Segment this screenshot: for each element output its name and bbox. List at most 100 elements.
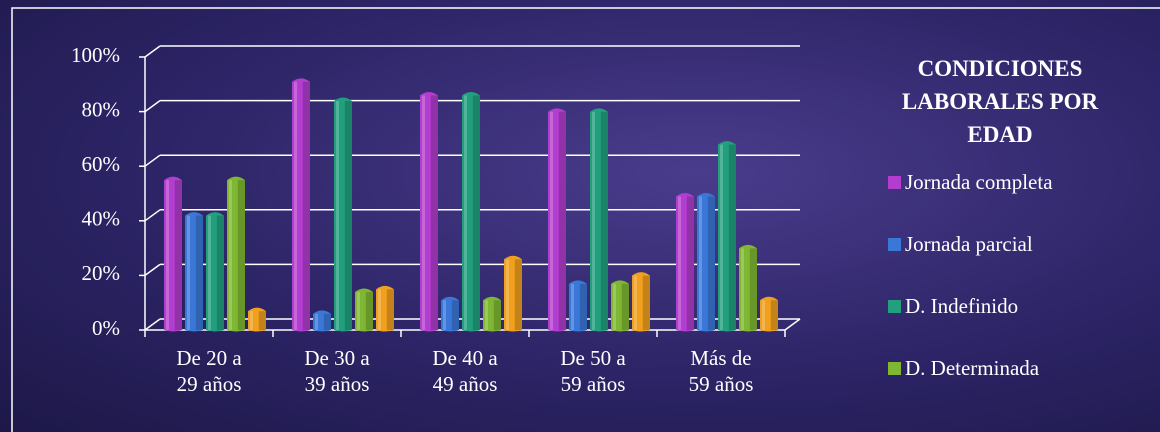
bar-highlight — [208, 215, 211, 330]
bar-highlight — [506, 259, 509, 330]
bar-shade — [365, 292, 373, 330]
legend-entry: D. Indefinido — [888, 294, 1018, 319]
grid-line — [144, 263, 161, 277]
y-tick-label: 0% — [92, 316, 120, 340]
legend-label: Jornada parcial — [905, 232, 1033, 256]
bar-highlight — [720, 144, 723, 330]
bar-highlight — [485, 300, 488, 330]
bar — [483, 296, 501, 332]
bar-shade — [728, 144, 736, 330]
bar — [718, 141, 736, 332]
bar-highlight — [336, 100, 339, 330]
bar — [185, 212, 203, 332]
bar-shade — [493, 300, 501, 330]
bar-highlight — [229, 180, 232, 330]
grid-line — [144, 318, 161, 331]
bar-highlight — [678, 196, 681, 330]
bar — [313, 310, 331, 332]
bar-shade — [579, 283, 587, 330]
bar-shade — [430, 95, 438, 331]
bar-highlight — [422, 95, 425, 331]
legend-label: D. Determinada — [905, 356, 1040, 380]
bar-shade — [237, 180, 245, 330]
bar-highlight — [613, 283, 616, 330]
bar-shade — [386, 289, 394, 330]
bar — [462, 91, 480, 332]
bar-shade — [558, 111, 566, 331]
legend-label: D. Indefinido — [905, 294, 1019, 318]
bar-shade — [472, 95, 480, 331]
bar — [548, 108, 566, 332]
y-tick-label: 60% — [82, 152, 121, 176]
legend-entry: Jornada completa — [888, 170, 1053, 195]
bar — [590, 108, 608, 332]
bar-shade — [344, 100, 352, 330]
bar — [632, 272, 650, 332]
bar — [334, 97, 352, 332]
grid-line — [144, 209, 161, 222]
bar — [292, 78, 310, 332]
bar-highlight — [699, 196, 702, 330]
bar-highlight — [741, 248, 744, 330]
bar-shade — [195, 215, 203, 330]
bar — [164, 176, 182, 332]
bar — [206, 212, 224, 332]
bar — [420, 91, 438, 332]
grid-line — [144, 154, 161, 167]
bar-shade — [749, 248, 757, 330]
bar-shade — [302, 81, 310, 330]
bar — [441, 296, 459, 332]
bar — [760, 296, 778, 332]
bar-highlight — [592, 111, 595, 331]
legend-swatch — [888, 238, 901, 251]
bar-highlight — [443, 300, 446, 330]
grid-line — [144, 99, 161, 113]
bar-shade — [642, 275, 650, 330]
frame — [11, 7, 1160, 432]
bar-shade — [451, 300, 459, 330]
bar-shade — [323, 313, 331, 330]
bar-highlight — [550, 111, 553, 331]
bar-highlight — [464, 95, 467, 331]
legend-swatch — [888, 362, 901, 375]
legend-label: Jornada completa — [905, 170, 1053, 194]
bar-shade — [707, 196, 715, 330]
grid-line — [144, 45, 161, 58]
legend-swatch — [888, 176, 901, 189]
x-axis-depth — [784, 318, 801, 331]
bar — [739, 244, 757, 332]
x-tick-label: De 40 a 49 años — [432, 346, 498, 396]
y-tick-label: 100% — [71, 43, 120, 67]
bar — [355, 288, 373, 332]
bar-highlight — [294, 81, 297, 330]
bar-shade — [770, 300, 778, 330]
bar — [504, 255, 522, 332]
bar-shade — [216, 215, 224, 330]
bar-highlight — [357, 292, 360, 330]
y-tick-label: 20% — [82, 261, 121, 285]
bar-highlight — [166, 180, 169, 330]
bar-shade — [621, 283, 629, 330]
legend-entry: Jornada parcial — [888, 232, 1033, 257]
bar — [376, 285, 394, 332]
bar-highlight — [571, 283, 574, 330]
x-tick-label: De 30 a 39 años — [304, 346, 370, 396]
bar — [676, 193, 694, 332]
bar-shade — [514, 259, 522, 330]
x-tick-label: De 50 a 59 años — [560, 346, 626, 396]
bar-highlight — [187, 215, 190, 330]
legend-entry: D. Determinada — [888, 356, 1039, 381]
bar-shade — [258, 311, 266, 330]
bar-shade — [686, 196, 694, 330]
bar-highlight — [315, 313, 318, 330]
bar-shade — [174, 180, 182, 330]
bar — [569, 280, 587, 332]
x-tick-label: Más de 59 años — [688, 346, 754, 396]
bar-highlight — [762, 300, 765, 330]
y-tick-label: 80% — [82, 97, 121, 121]
chart-title: CONDICIONES LABORALES POR EDAD — [901, 56, 1099, 147]
y-tick-label: 40% — [82, 207, 121, 231]
bar — [611, 280, 629, 332]
legend-swatch — [888, 300, 901, 313]
